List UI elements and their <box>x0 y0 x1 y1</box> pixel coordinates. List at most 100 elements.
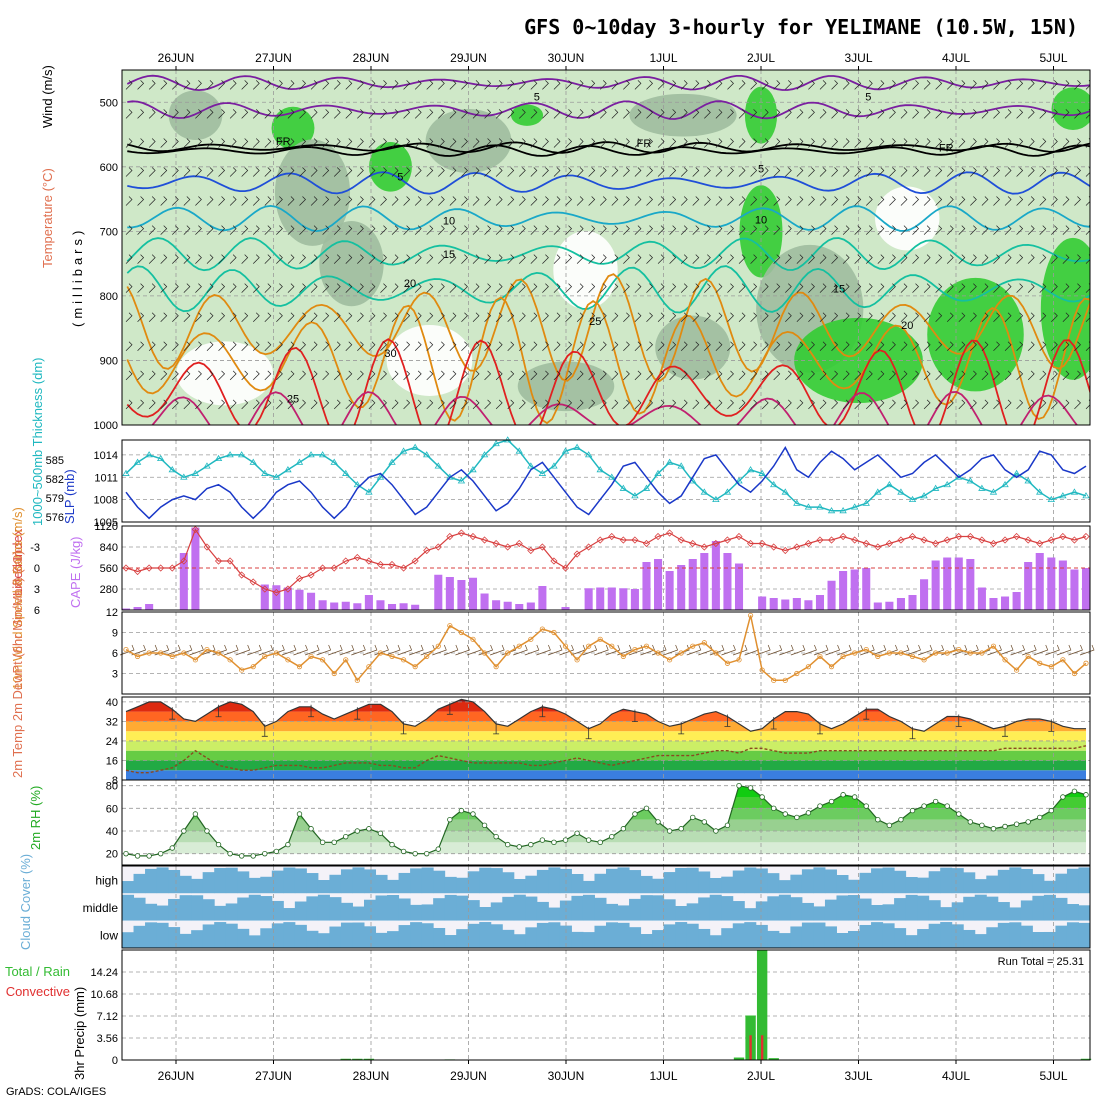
wind-barb <box>900 399 908 410</box>
minmax-whisker <box>678 721 685 735</box>
wind-barb <box>727 138 734 148</box>
cloud-bar <box>824 926 837 948</box>
bottom-date-label: 5JUL <box>1039 1069 1067 1083</box>
wind-barb <box>276 283 283 293</box>
wind-barb <box>854 341 862 352</box>
slp-tick-label: 1011 <box>94 472 118 484</box>
wind-barb <box>715 225 723 235</box>
wind-barb <box>125 399 133 410</box>
li-point <box>446 532 454 541</box>
minmax-whisker <box>816 721 823 735</box>
wind-barb <box>206 167 214 177</box>
wind-barb <box>449 225 457 235</box>
wind-barb <box>160 283 168 293</box>
wind-barb <box>669 312 677 322</box>
rh-point <box>678 826 684 832</box>
wind-barb <box>796 370 804 381</box>
wind-barb <box>414 254 422 264</box>
cloud-bar <box>663 899 676 921</box>
cloud-bar <box>179 933 192 948</box>
li-point <box>943 536 951 544</box>
wind-barb <box>565 167 573 177</box>
cloud-bar <box>548 907 561 921</box>
wind-barb <box>773 167 781 177</box>
wind-barb <box>773 283 781 293</box>
wind-barb <box>819 341 827 352</box>
wind-barb <box>1062 80 1070 90</box>
wind-barb <box>1039 370 1047 381</box>
li-point <box>596 536 604 544</box>
wind-barb <box>1016 109 1024 119</box>
wind-barb <box>623 312 630 322</box>
wind-speed-point <box>204 646 210 653</box>
wind-barb <box>669 167 677 177</box>
wind-barb <box>368 196 376 206</box>
panel-frame <box>121 611 1091 695</box>
bottom-date-label: 4JUL <box>942 1069 970 1083</box>
li-point <box>434 543 442 551</box>
cloud-bar <box>894 928 907 948</box>
wind-barb <box>669 196 677 206</box>
wind-barb <box>831 109 839 119</box>
cloud-bar <box>617 867 630 894</box>
cape-bar <box>260 584 269 610</box>
wind-barb <box>484 370 492 381</box>
wind-barb <box>195 370 202 381</box>
cloud-bar <box>202 924 215 948</box>
thickness-point <box>133 458 142 465</box>
wind-barb <box>183 196 191 206</box>
wind-barb <box>617 644 632 656</box>
thickness-point <box>584 451 593 458</box>
wind-barb <box>461 312 468 322</box>
cape-bar <box>827 580 836 610</box>
wind-barb <box>449 254 457 264</box>
li-point <box>908 532 917 541</box>
wind-barb <box>946 370 954 381</box>
wind-barb <box>946 138 954 148</box>
wind-speed-point <box>990 643 997 649</box>
wind-barb <box>993 196 1000 206</box>
wind-barb <box>310 399 318 410</box>
wind-barb <box>1062 225 1070 235</box>
wind-barb <box>542 370 549 381</box>
rh-point <box>909 807 916 814</box>
wind-barb <box>495 312 503 322</box>
wind-speed-point <box>262 653 268 660</box>
wind-barb <box>426 138 434 148</box>
wind-barb <box>981 109 989 119</box>
bottom-date-label: 29JUN <box>450 1069 487 1083</box>
thickness-point <box>874 488 882 495</box>
rh-point <box>574 830 580 836</box>
cape-bar <box>145 604 154 610</box>
wind-barb <box>345 399 353 410</box>
wind-barb <box>148 138 156 148</box>
wind-barb <box>357 167 364 177</box>
wind-barb <box>785 225 792 235</box>
li-point <box>989 539 998 548</box>
cloud-bar <box>778 880 791 894</box>
wind-barb <box>912 138 920 148</box>
wind-barb <box>727 312 734 322</box>
cloud-bar <box>767 873 780 894</box>
cloud-bar <box>629 898 642 921</box>
wind-barb <box>912 167 920 177</box>
thickness-tick-label: 576 <box>46 512 64 524</box>
wind-barb <box>432 644 447 656</box>
cloud-bar <box>1066 904 1079 921</box>
wind-barb <box>576 196 584 206</box>
cloud-bar <box>168 898 181 921</box>
wind-barb <box>576 341 584 352</box>
wind-barb <box>264 80 272 90</box>
cloud-bar <box>421 867 434 894</box>
cloud-bar <box>398 872 411 894</box>
wind-barb <box>981 399 989 410</box>
wind-barb <box>542 196 549 206</box>
cloud-bar <box>617 922 630 948</box>
cloud-bar <box>813 867 826 894</box>
wind-barb <box>472 167 480 177</box>
wind-speed-point <box>296 664 303 670</box>
rh-point <box>424 850 430 857</box>
wind-barb <box>125 312 133 322</box>
wind-barb <box>530 254 538 264</box>
